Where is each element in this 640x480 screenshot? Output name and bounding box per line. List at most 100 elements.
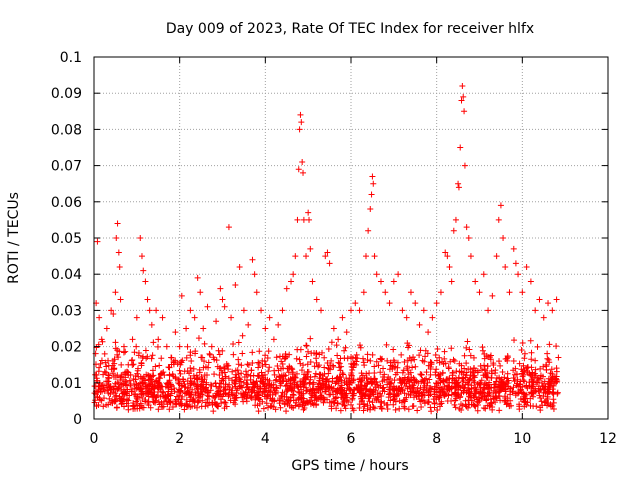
data-point-dense — [527, 337, 534, 344]
data-point-dense — [529, 383, 536, 390]
data-point-dense — [470, 354, 477, 361]
data-point-dense — [361, 382, 368, 389]
data-point — [348, 307, 354, 314]
data-point-dense — [516, 403, 523, 410]
data-point-dense — [510, 367, 517, 374]
data-point-dense — [272, 377, 279, 384]
data-point-dense — [283, 408, 290, 415]
data-point-dense — [190, 365, 197, 372]
data-point — [292, 253, 299, 260]
data-point-dense — [466, 346, 473, 353]
data-point-dense — [421, 380, 428, 387]
data-point-dense — [401, 398, 408, 405]
data-point-dense — [404, 357, 411, 364]
data-point-dense — [288, 365, 295, 372]
data-point-dense — [436, 354, 443, 361]
data-point-dense — [379, 374, 386, 381]
data-point-dense — [448, 398, 455, 405]
data-point-dense — [440, 390, 447, 397]
data-point-dense — [173, 401, 180, 408]
data-point-dense — [541, 385, 548, 392]
grid — [94, 57, 608, 419]
data-point-dense — [285, 369, 292, 376]
data-point — [245, 321, 252, 328]
data-point-dense — [334, 352, 341, 359]
data-point-dense — [386, 384, 393, 391]
data-point-dense — [392, 406, 399, 413]
data-point-dense — [445, 385, 452, 392]
data-point-dense — [463, 369, 470, 376]
data-point-dense — [307, 335, 314, 342]
data-point-dense — [364, 351, 371, 358]
data-point-dense — [281, 394, 288, 401]
data-point-dense — [172, 400, 179, 407]
data-point-dense — [434, 346, 441, 353]
data-point-dense — [191, 375, 198, 382]
data-point-dense — [458, 401, 465, 408]
y-tick-label: 0.04 — [51, 267, 82, 283]
data-point-dense — [205, 359, 212, 366]
data-point-dense — [192, 348, 199, 355]
data-point-dense — [145, 376, 152, 383]
data-point — [208, 343, 215, 350]
data-point — [326, 260, 333, 267]
data-point-dense — [466, 388, 473, 395]
data-point-dense — [463, 344, 470, 351]
data-point-dense — [410, 382, 417, 389]
data-point-dense — [143, 381, 150, 388]
data-point-dense — [119, 398, 126, 405]
data-point-dense — [147, 389, 154, 396]
data-point — [133, 314, 140, 321]
data-point-dense — [297, 360, 304, 367]
data-point-dense — [157, 371, 164, 378]
data-point-dense — [98, 397, 105, 404]
data-point-dense — [336, 360, 343, 367]
data-point-dense — [455, 383, 462, 390]
data-point — [115, 249, 122, 256]
data-point-dense — [516, 360, 523, 367]
data-point-dense — [133, 385, 140, 392]
data-point-dense — [421, 400, 428, 407]
data-point — [307, 245, 314, 252]
data-point-dense — [333, 393, 340, 400]
data-point-dense — [221, 405, 228, 412]
data-point-dense — [450, 356, 457, 363]
data-point — [112, 289, 119, 296]
data-point-dense — [128, 357, 135, 364]
data-point-dense — [401, 405, 408, 412]
data-point-dense — [168, 386, 175, 393]
data-point — [386, 300, 393, 307]
data-point-dense — [170, 358, 177, 365]
data-point-dense — [479, 347, 486, 354]
data-point-dense — [272, 390, 279, 397]
data-point-dense — [134, 370, 141, 377]
data-point — [403, 314, 410, 321]
data-point-dense — [505, 377, 512, 384]
data-point — [362, 253, 369, 260]
data-point — [527, 278, 534, 285]
data-point-dense — [277, 404, 284, 411]
data-point — [251, 271, 258, 278]
data-point-dense — [482, 372, 489, 379]
data-point-dense — [392, 398, 399, 405]
data-point-dense — [353, 358, 360, 365]
data-point-dense — [502, 386, 509, 393]
data-point-dense — [183, 390, 190, 397]
data-point-dense — [451, 401, 458, 408]
data-point-dense — [249, 388, 256, 395]
data-point-dense — [475, 399, 482, 406]
data-point-dense — [291, 379, 298, 386]
data-point-dense — [133, 343, 140, 350]
data-point-dense — [147, 380, 154, 387]
data-point-dense — [230, 351, 237, 358]
data-point — [523, 263, 530, 270]
data-point-dense — [278, 358, 285, 365]
data-point-dense — [537, 372, 544, 379]
data-point-dense — [413, 393, 420, 400]
data-point-dense — [422, 353, 429, 360]
data-point — [178, 292, 185, 299]
data-point-dense — [423, 382, 430, 389]
data-point-dense — [442, 360, 449, 367]
data-point-dense — [219, 347, 226, 354]
data-point-dense — [532, 366, 539, 373]
